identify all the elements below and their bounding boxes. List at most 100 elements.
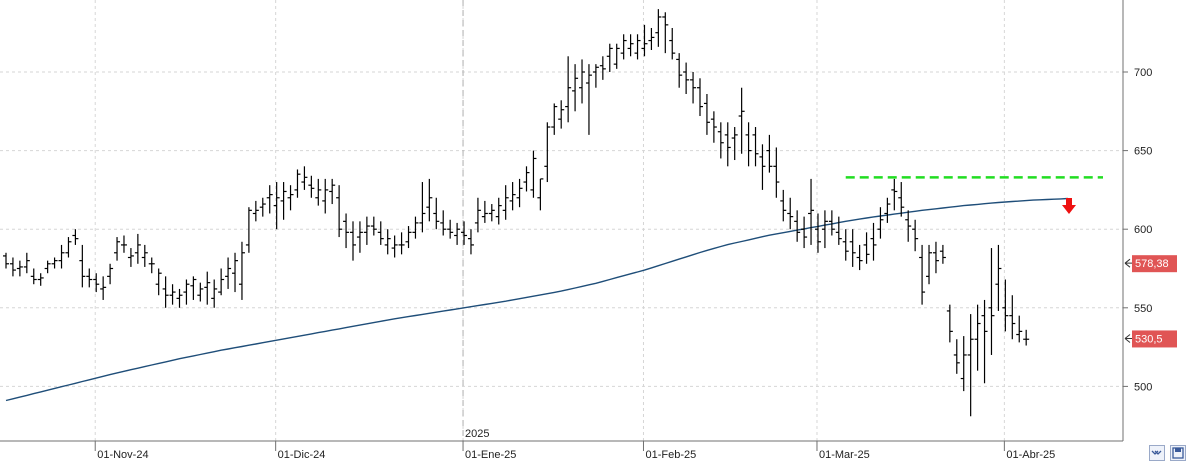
ohlc-bar — [308, 175, 315, 198]
ohlc-bar — [225, 257, 232, 289]
ohlc-bar — [766, 134, 773, 173]
moving-average-line — [5, 197, 1068, 402]
ohlc-bar — [245, 207, 252, 253]
ohlc-bar — [544, 122, 551, 183]
ohlc-bar — [3, 252, 9, 269]
ohlc-bar — [808, 178, 815, 245]
grid — [0, 0, 1123, 441]
ohlc-bar — [252, 200, 259, 222]
ohlc-bar — [44, 260, 51, 274]
ohlc-bar — [856, 244, 863, 271]
ohlc-bar — [447, 219, 454, 239]
ohlc-bar — [828, 210, 835, 236]
ohlc-bar — [606, 43, 613, 72]
ohlc-bar — [467, 229, 474, 255]
ohlc-bar — [419, 182, 426, 233]
ohlc-bar — [877, 207, 884, 239]
ohlc-bar — [287, 185, 294, 211]
ohlc-bar — [558, 100, 565, 129]
ohlc-bar — [932, 241, 939, 274]
ohlc-bar — [114, 237, 121, 261]
ohlc-bar — [919, 244, 926, 305]
y-tick-label: 500 — [1134, 381, 1152, 393]
ohlc-bar — [322, 178, 329, 214]
ohlc-bar — [585, 64, 592, 135]
ohlc-bar — [488, 204, 495, 222]
ohlc-bar — [176, 288, 183, 308]
ohlc-bar — [731, 127, 738, 161]
ohlc-bar — [141, 244, 148, 267]
y-tick-label: 600 — [1134, 224, 1152, 236]
price-tag — [1132, 330, 1177, 348]
price-tag-label: 530,5 — [1135, 333, 1163, 345]
price-tag-label: 578,38 — [1135, 258, 1169, 270]
ohlc-bar — [204, 271, 211, 305]
ohlc-bar — [613, 43, 620, 69]
price-bars — [3, 9, 1030, 417]
ohlc-bar — [752, 127, 759, 167]
annotations — [845, 176, 1103, 214]
ohlc-bar — [745, 122, 752, 167]
ohlc-bar — [51, 257, 58, 269]
ohlc-bar — [148, 257, 155, 274]
ohlc-bar — [884, 197, 891, 223]
ohlc-bar — [454, 222, 461, 245]
ohlc-bar — [412, 216, 419, 239]
save-icon[interactable] — [1170, 445, 1186, 461]
ohlc-bar — [641, 24, 648, 57]
ohlc-bar — [690, 72, 697, 104]
save-icon-glyph — [1172, 447, 1184, 459]
ohlc-bar — [363, 216, 370, 245]
ohlc-bar — [391, 235, 398, 258]
ohlc-bar — [350, 221, 356, 261]
ohlc-bar — [523, 166, 530, 192]
ohlc-bar — [405, 226, 412, 249]
ohlc-bar — [72, 229, 79, 245]
ohlc-bar — [565, 56, 572, 123]
ohlc-bar — [1023, 329, 1030, 346]
axes: 500 550 600 650 700 01-Nov-24 01-Dic-24 01-Ene-… — [0, 0, 1177, 461]
ohlc-bar — [495, 197, 502, 225]
ohlc-bar — [211, 279, 218, 308]
ohlc-bar — [981, 299, 988, 384]
ohlc-bar — [23, 252, 30, 274]
ohlc-bar — [343, 213, 350, 249]
ohlc-bar — [481, 200, 488, 223]
ohlc-bar — [905, 210, 912, 242]
ohlc-bar — [107, 263, 114, 285]
ohlc-bar — [183, 279, 190, 305]
ohlc-bar — [710, 111, 717, 143]
ohlc-bar — [93, 273, 100, 293]
ohlc-bar — [65, 237, 72, 258]
ohlc-bar — [703, 94, 710, 135]
ohlc-bar — [16, 260, 23, 277]
ohlc-bar — [120, 235, 127, 253]
ohlc-bar — [440, 210, 447, 236]
ohlc-bar — [579, 59, 586, 104]
ohlc-bar — [530, 150, 537, 198]
double-chevron-icon-glyph — [1151, 450, 1162, 455]
ohlc-bar — [988, 248, 995, 355]
ohlc-bar — [821, 210, 828, 249]
ohlc-bar — [967, 314, 974, 417]
ohlc-bar — [79, 244, 86, 288]
ohlc-bar — [37, 273, 44, 286]
ohlc-bar — [502, 185, 509, 220]
ohlc-bar — [627, 34, 634, 57]
ohlc-bar — [100, 276, 107, 300]
ohlc-bar — [58, 244, 65, 269]
ohlc-bar — [842, 229, 849, 261]
price-tag — [1132, 255, 1177, 273]
ohlc-bar — [683, 62, 690, 95]
ohlc-bar — [197, 282, 204, 302]
ohlc-bar — [266, 185, 273, 214]
y-tick-label: 700 — [1134, 67, 1152, 79]
ohlc-bar — [134, 233, 141, 264]
ohlc-bar — [30, 268, 37, 285]
ohlc-bar — [1016, 315, 1023, 343]
ohlc-bar — [669, 27, 676, 60]
double-chevron-icon[interactable] — [1149, 445, 1165, 461]
ohlc-bar — [509, 182, 516, 211]
ohlc-bar — [835, 216, 842, 245]
ohlc-bar — [169, 284, 176, 305]
